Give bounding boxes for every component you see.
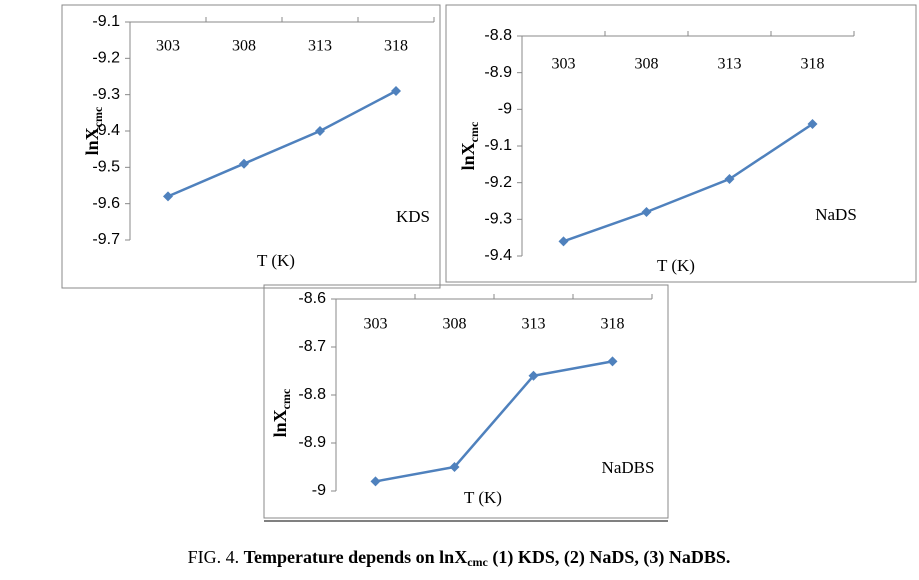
y-tick-label: -9.3 — [92, 86, 120, 103]
y-tick-label: -9.6 — [92, 195, 120, 212]
marker — [641, 207, 652, 217]
y-axis-label: lnXcmc — [270, 388, 293, 437]
y-tick-label: -9.1 — [484, 137, 512, 154]
annotation: NaDBS — [602, 458, 655, 477]
y-tick-label: -9.4 — [92, 122, 120, 139]
marker — [528, 370, 539, 381]
y-tick-label: -8.8 — [484, 27, 512, 44]
y-tick-label: -8.9 — [298, 434, 326, 451]
marker — [315, 126, 325, 136]
x-tick-label: 308 — [635, 56, 659, 73]
y-axis-label: lnXcmc — [82, 106, 105, 155]
y-tick-label: -9.5 — [92, 159, 120, 176]
y-tick-label: -8.8 — [298, 386, 326, 403]
x-tick-label: 308 — [232, 38, 256, 55]
caption-text: Temperature depends on lnX — [244, 547, 468, 567]
y-tick-label: -9.3 — [484, 211, 512, 228]
caption: FIG. 4. Temperature depends on lnXcmc (1… — [188, 547, 731, 569]
marker — [607, 356, 618, 367]
y-axis-label-main: lnX — [270, 409, 290, 437]
series-line — [375, 360, 613, 483]
x-tick-label: 308 — [443, 316, 467, 333]
series-line — [563, 122, 814, 243]
y-tick-label: -8.6 — [298, 290, 326, 307]
x-axis-label: T (K) — [657, 256, 695, 275]
x-tick-label: 318 — [601, 316, 625, 333]
y-tick-label: -9 — [312, 482, 326, 499]
caption-label: FIG. 4. — [188, 547, 240, 567]
x-tick-label: 313 — [522, 316, 546, 333]
y-tick-label: -9.7 — [92, 231, 120, 248]
x-axis-label: T (K) — [464, 488, 502, 507]
marker — [163, 191, 173, 202]
y-axis-label-main: lnX — [458, 142, 478, 170]
y-tick-label: -9 — [498, 101, 512, 118]
y-tick-label: -9.1 — [92, 13, 120, 30]
marker — [807, 119, 818, 129]
y-tick-label: -8.7 — [298, 338, 326, 355]
x-tick-label: 303 — [552, 56, 576, 73]
marker — [724, 174, 735, 184]
y-tick-label: -9.2 — [484, 174, 512, 191]
y-tick-label: -8.9 — [484, 64, 512, 81]
x-tick-label: 303 — [364, 316, 388, 333]
series-line — [167, 89, 397, 198]
caption-rest: (1) KDS, (2) NaDS, (3) NaDBS. — [488, 547, 731, 568]
marker — [449, 462, 460, 472]
chart-frame — [445, 4, 917, 283]
annotation: KDS — [396, 207, 430, 226]
y-tick-label: -9.4 — [484, 247, 512, 264]
marker — [391, 86, 401, 97]
annotation: NaDS — [815, 205, 857, 224]
chart-frame — [263, 284, 669, 519]
chart-frame — [61, 4, 441, 289]
x-tick-label: 313 — [718, 56, 742, 73]
y-tick-label: -9.2 — [92, 50, 120, 67]
caption-subscript: cmc — [467, 555, 488, 569]
x-tick-label: 313 — [308, 38, 332, 55]
x-tick-label: 303 — [156, 38, 180, 55]
y-axis-label-subscript: cmc — [467, 121, 481, 142]
marker — [239, 158, 249, 169]
x-axis-label: T (K) — [257, 251, 295, 270]
marker — [558, 236, 569, 247]
x-tick-label: 318 — [801, 56, 825, 73]
y-axis-label-subscript: cmc — [91, 106, 105, 127]
y-axis-label-main: lnX — [82, 127, 102, 155]
x-tick-label: 318 — [384, 38, 408, 55]
y-axis-label-subscript: cmc — [279, 388, 293, 409]
marker — [370, 476, 381, 487]
y-axis-label: lnXcmc — [458, 121, 481, 170]
